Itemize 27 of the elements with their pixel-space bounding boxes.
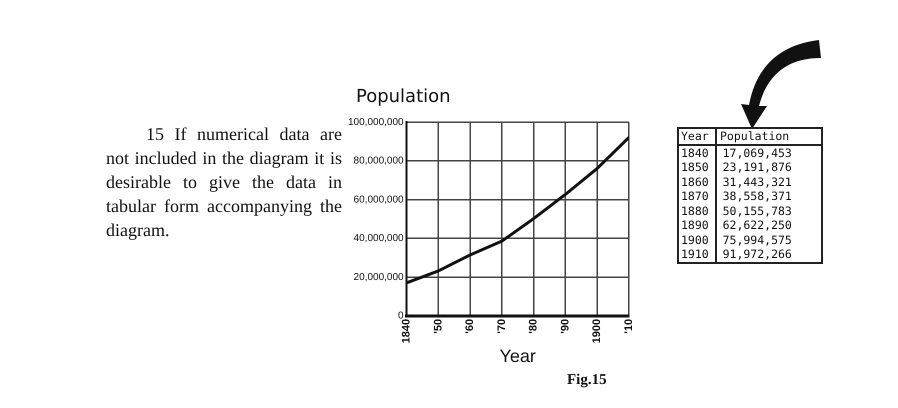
x-tick-label: '70 — [496, 318, 508, 334]
x-axis-title: Year — [500, 346, 536, 366]
text: 1850 23,191,876 — [680, 160, 793, 174]
text: 1870 38,558,371 — [680, 189, 793, 204]
x-tick-label: '60 — [464, 318, 476, 334]
text: 1840 17,069,453 — [680, 146, 793, 160]
x-tick-label: 1840 — [400, 318, 413, 344]
y-axis-title: Population — [356, 86, 451, 107]
y-tick-label: 60,000,000 — [354, 194, 404, 206]
y-tick-label: 20,000,000 — [354, 272, 404, 283]
text: 1890 62,622,250 — [680, 218, 793, 232]
x-tick-label: '80 — [528, 318, 540, 334]
text: 1860 31,443,321 — [680, 174, 793, 189]
y-tick-label: 40,000,000 — [354, 233, 404, 244]
y-tick-label: 80,000,000 — [354, 156, 404, 167]
text: Population — [719, 129, 790, 144]
x-tick-label: '10 — [622, 318, 635, 334]
text: 15 If numerical data are not included in the diagram it is desirable to give the data in tabular form accompanying the diagram. — [106, 123, 342, 242]
text: 1880 50,155,783 — [680, 204, 793, 218]
caption: Fig.15 — [567, 372, 607, 389]
x-tick-label: 1900 — [591, 318, 604, 344]
x-tick-label: '50 — [432, 318, 444, 334]
x-tick-label: '90 — [559, 318, 572, 334]
text: Year — [680, 129, 710, 144]
text: 1900 75,994,575 — [680, 232, 793, 247]
y-tick-label: 100,000,000 — [348, 116, 404, 128]
text: 1910 91,972,266 — [680, 247, 793, 262]
